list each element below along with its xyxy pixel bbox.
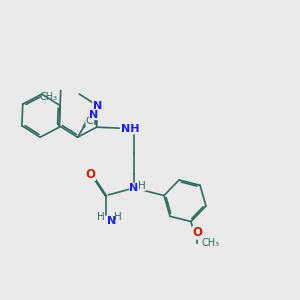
Text: N: N (129, 183, 139, 193)
Text: O: O (192, 226, 202, 239)
Text: H: H (138, 181, 146, 191)
Text: H: H (114, 212, 122, 223)
Text: H: H (97, 212, 104, 223)
Text: N: N (107, 216, 116, 226)
Text: CH₃: CH₃ (40, 92, 58, 102)
Text: O: O (86, 168, 96, 181)
Text: NH: NH (121, 124, 140, 134)
Text: N: N (89, 110, 98, 120)
Text: N: N (93, 100, 102, 111)
Text: C: C (85, 116, 93, 126)
Text: CH₃: CH₃ (201, 238, 219, 248)
